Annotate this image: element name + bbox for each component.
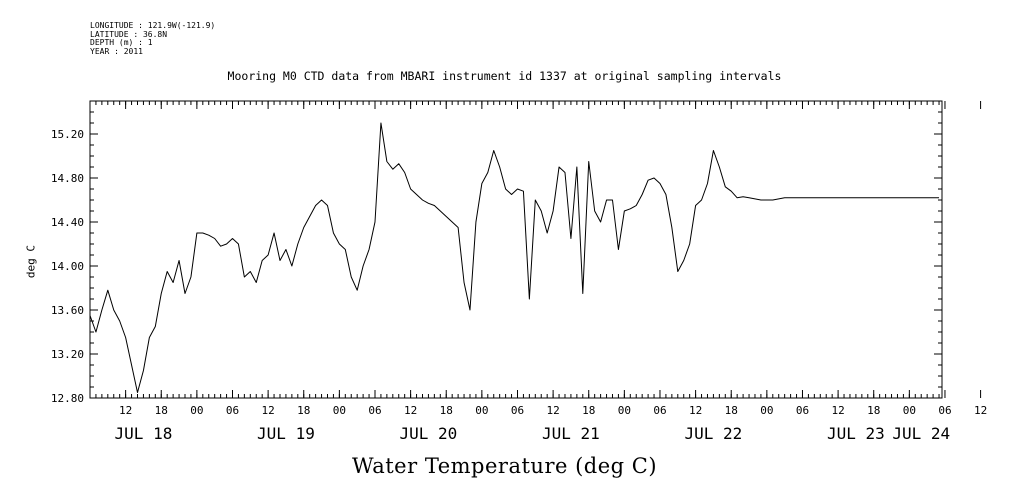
longitude-label: LONGITUDE : 121.9W(-121.9) — [90, 21, 216, 30]
y-tick-label: 15.20 — [51, 128, 84, 141]
chart-title: Mooring M0 CTD data from MBARI instrumen… — [227, 69, 782, 83]
x-tick-label: 00 — [475, 404, 488, 417]
x-tick-label: 12 — [261, 404, 274, 417]
day-label: JUL 21 — [542, 424, 600, 443]
x-tick-label: 06 — [368, 404, 381, 417]
year-label: YEAR : 2011 — [90, 46, 143, 56]
x-tick-label: 06 — [938, 404, 951, 417]
x-tick-label: 00 — [760, 404, 773, 417]
plot-frame — [89, 100, 943, 399]
x-tick-label: 00 — [190, 404, 203, 417]
x-axis-title: Water Temperature (deg C) — [351, 454, 658, 478]
y-tick-label: 13.60 — [51, 304, 84, 317]
x-tick-label: 18 — [582, 404, 595, 417]
x-tick-label: 12 — [404, 404, 417, 417]
x-tick-label: 12 — [974, 404, 987, 417]
day-label: JUL 23 — [827, 424, 885, 443]
x-tick-label: 00 — [903, 404, 916, 417]
latitude-label: LATITUDE : 36.8N — [90, 29, 168, 39]
y-tick-label: 14.40 — [51, 216, 84, 229]
metadata-block: LONGITUDE : 121.9W(-121.9) LATITUDE : 36.… — [90, 21, 216, 56]
day-label: JUL 20 — [400, 424, 458, 443]
day-label: JUL 22 — [685, 424, 743, 443]
x-tick-label: 12 — [546, 404, 559, 417]
x-tick-label: 00 — [333, 404, 346, 417]
y-tick-label: 14.80 — [51, 172, 84, 185]
x-tick-label: 18 — [297, 404, 310, 417]
x-tick-label: 06 — [511, 404, 524, 417]
x-tick-label: 12 — [689, 404, 702, 417]
x-tick-label: 18 — [440, 404, 453, 417]
x-tick-label: 06 — [226, 404, 239, 417]
x-tick-label: 12 — [831, 404, 844, 417]
day-label: JUL 18 — [115, 424, 173, 443]
x-tick-label: 18 — [725, 404, 738, 417]
y-tick-label: 12.80 — [51, 392, 84, 405]
y-tick-label: 13.20 — [51, 348, 84, 361]
x-tick-label: 18 — [867, 404, 880, 417]
x-tick-label: 06 — [796, 404, 809, 417]
x-tick-label: 00 — [618, 404, 631, 417]
y-tick-label: 14.00 — [51, 260, 84, 273]
temperature-line — [89, 122, 940, 393]
day-label: JUL 24 — [892, 424, 950, 443]
x-tick-label: 06 — [653, 404, 666, 417]
day-label: JUL 19 — [257, 424, 315, 443]
x-tick-label: 18 — [155, 404, 168, 417]
x-tick-label: 12 — [119, 404, 132, 417]
depth-label: DEPTH (m) : 1 — [90, 38, 153, 47]
